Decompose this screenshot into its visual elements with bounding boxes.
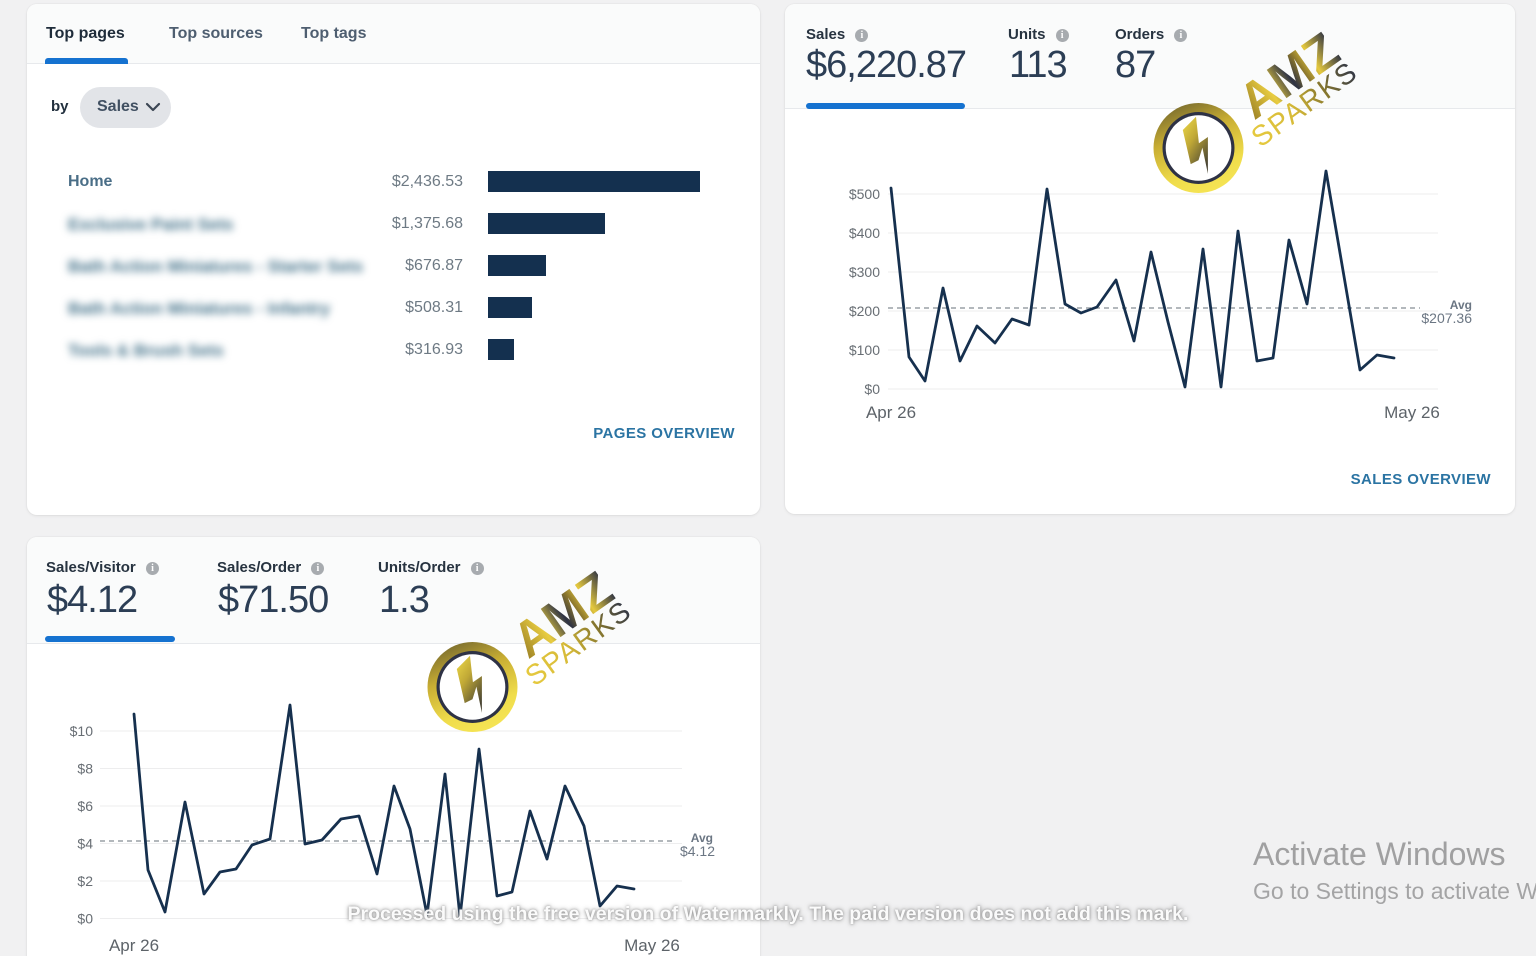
svg-text:$0: $0 xyxy=(77,911,93,927)
svg-text:$2: $2 xyxy=(77,873,93,889)
svg-text:May 26: May 26 xyxy=(1384,403,1440,422)
svg-text:$10: $10 xyxy=(70,723,94,739)
svg-text:Apr 26: Apr 26 xyxy=(866,403,916,422)
svg-text:$100: $100 xyxy=(849,342,880,358)
svg-text:$4.12: $4.12 xyxy=(680,843,715,859)
svg-text:$8: $8 xyxy=(77,761,93,777)
svg-text:$500: $500 xyxy=(849,186,880,202)
svg-text:$400: $400 xyxy=(849,225,880,241)
svg-text:$207.36: $207.36 xyxy=(1421,310,1472,326)
svg-text:$300: $300 xyxy=(849,264,880,280)
svg-text:$6: $6 xyxy=(77,798,93,814)
svg-text:Avg: Avg xyxy=(1450,298,1472,312)
svg-text:$200: $200 xyxy=(849,303,880,319)
svg-text:$4: $4 xyxy=(77,836,93,852)
svg-text:May 26: May 26 xyxy=(624,936,680,955)
svg-text:Apr 26: Apr 26 xyxy=(109,936,159,955)
svg-text:Avg: Avg xyxy=(691,831,713,845)
svg-text:$0: $0 xyxy=(864,381,880,397)
